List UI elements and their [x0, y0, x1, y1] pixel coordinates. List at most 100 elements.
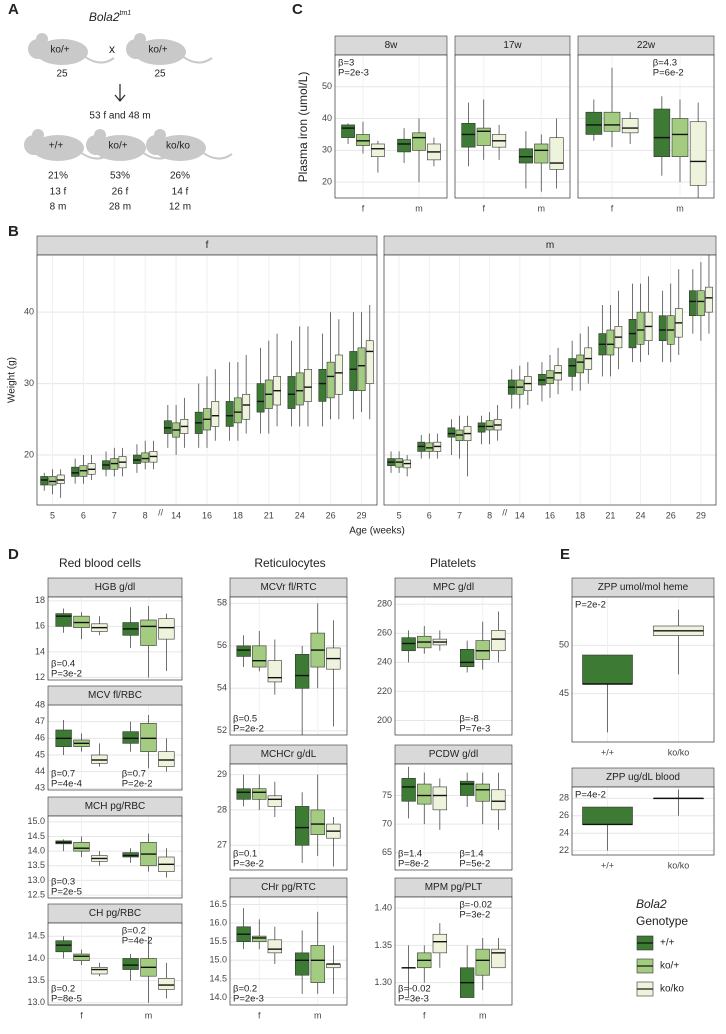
- y-tick-label: 14.5: [209, 973, 227, 983]
- strip-label: MPC g/dl: [433, 582, 474, 593]
- box: [582, 806, 633, 825]
- box: [294, 952, 310, 976]
- box: [287, 376, 296, 409]
- y-tick-label: 28: [217, 804, 227, 814]
- box: [546, 370, 554, 384]
- plot-background: [48, 705, 182, 790]
- plot-border: [36, 254, 378, 506]
- y-tick-label: 75: [382, 790, 392, 800]
- box: [122, 958, 139, 970]
- y-tick-label: 14.5: [27, 831, 45, 841]
- annotation: β=0.2: [233, 984, 257, 995]
- y-tick-label: 30: [322, 145, 332, 155]
- y-tick-label: 14.0: [27, 953, 45, 963]
- y-tick-label: 58: [217, 598, 227, 608]
- mouse-icon: [27, 32, 115, 66]
- strip-label: MCH pg/RBC: [85, 801, 146, 812]
- annotation: β=0.1: [233, 849, 257, 860]
- y-tick-label: 15.5: [209, 936, 227, 946]
- annotation: P=3e-2: [233, 859, 264, 870]
- box: [518, 148, 533, 164]
- plot-border: [47, 596, 183, 681]
- annotation: P=2e-3: [233, 994, 264, 1005]
- box: [357, 347, 366, 392]
- y-tick-label: 14.0: [209, 992, 227, 1002]
- annotation: P=3e-2: [51, 669, 82, 680]
- box: [621, 118, 639, 134]
- y-tick-label: 12.5: [27, 889, 45, 899]
- box: [534, 143, 549, 164]
- legend-label: ko/+: [660, 961, 679, 972]
- y-tick-label: 13.0: [27, 875, 45, 885]
- annotation: β=-0.02: [459, 900, 492, 911]
- y-tick-label: 15.0: [27, 816, 45, 826]
- box: [636, 311, 645, 345]
- female-count: 14 f: [172, 187, 189, 198]
- box: [233, 397, 242, 424]
- y-tick-label: 70: [382, 819, 392, 829]
- x-tick-label: 29: [696, 510, 706, 520]
- annotation: β=0.7: [122, 769, 146, 780]
- male-count: 12 m: [169, 202, 191, 213]
- legend-label: +/+: [660, 938, 675, 949]
- y-tick-label: 13.0: [27, 997, 45, 1007]
- genotype-percent: 21%: [48, 171, 68, 182]
- box: [689, 290, 697, 317]
- male-count: 28 m: [109, 202, 131, 213]
- x-tick-label: ko/ko: [668, 747, 690, 757]
- strip-label: 22w: [637, 40, 656, 51]
- annotation: β=-0.02: [398, 984, 431, 995]
- box: [671, 118, 689, 157]
- box: [425, 442, 434, 452]
- annotation: P=2e-5: [51, 887, 82, 898]
- y-tick-label: 27: [217, 840, 227, 850]
- legend-label: ko/ko: [660, 984, 684, 995]
- genotype-percent: 53%: [110, 171, 130, 182]
- annotation: P=4e-2: [122, 936, 153, 947]
- annotation: β=0.3: [51, 877, 75, 888]
- x-tick-label: 6: [81, 510, 86, 520]
- box: [475, 783, 490, 802]
- annotation: β=1.4: [398, 849, 422, 860]
- box: [73, 953, 90, 961]
- y-tick-label: 14.5: [27, 931, 45, 941]
- y-tick-label: 65: [382, 847, 392, 857]
- y-tick-label: 20: [24, 449, 34, 459]
- plot-border: [394, 896, 513, 1006]
- box: [91, 754, 108, 764]
- y-tick-label: 15.0: [209, 955, 227, 965]
- offspring-genotype: ko/ko: [166, 141, 190, 152]
- x-tick-label: 24: [295, 510, 305, 520]
- box: [475, 948, 490, 976]
- strip-label: 8w: [385, 40, 399, 51]
- female-count: 26 f: [112, 187, 129, 198]
- x-tick-label: m: [415, 203, 423, 213]
- box: [568, 358, 576, 377]
- plot-background: [230, 897, 347, 1005]
- annotation: P=4e-2: [575, 790, 606, 801]
- box: [256, 383, 265, 413]
- box: [491, 948, 506, 969]
- strain-name: Bola2tm1: [89, 10, 131, 24]
- x-tick-label: 7: [457, 510, 462, 520]
- y-tick-label: 1.35: [374, 940, 392, 950]
- y-tick-label: 12: [35, 672, 45, 682]
- y-tick-label: 45: [35, 749, 45, 759]
- x-tick-label: 24: [636, 510, 646, 520]
- plot-border: [383, 254, 717, 506]
- y-tick-label: 14.0: [27, 846, 45, 856]
- x-tick-label: 5: [397, 510, 402, 520]
- annotation: β=-8: [459, 714, 478, 725]
- x-tick-label: 16: [202, 510, 212, 520]
- panel-label: A: [8, 1, 19, 18]
- box: [40, 476, 49, 486]
- y-tick-label: 46: [35, 733, 45, 743]
- box: [576, 354, 585, 374]
- box: [491, 630, 506, 652]
- y-tick-label: 16: [35, 621, 45, 631]
- y-tick-label: 1.40: [374, 903, 392, 913]
- plot-border: [47, 922, 183, 1006]
- cross-symbol: x: [109, 42, 115, 56]
- box: [211, 401, 220, 427]
- box: [491, 789, 506, 811]
